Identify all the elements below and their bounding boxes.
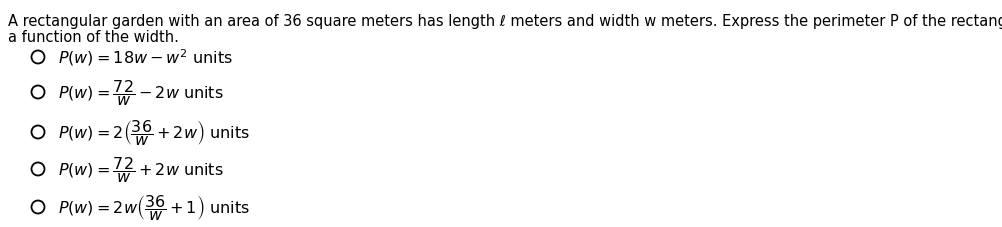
Circle shape [31, 51, 44, 64]
Text: $P(w) = 18w - w^2$ units: $P(w) = 18w - w^2$ units [58, 47, 232, 68]
Circle shape [31, 201, 44, 214]
Text: $P(w) = \dfrac{72}{w} - 2w$ units: $P(w) = \dfrac{72}{w} - 2w$ units [58, 78, 223, 108]
Text: $P(w) = 2w\left(\dfrac{36}{w} + 1\right)$ units: $P(w) = 2w\left(\dfrac{36}{w} + 1\right)… [58, 192, 249, 222]
Circle shape [31, 163, 44, 176]
Text: $P(w) = \dfrac{72}{w} + 2w$ units: $P(w) = \dfrac{72}{w} + 2w$ units [58, 154, 223, 184]
Text: A rectangular garden with an area of 36 square meters has length ℓ meters and wi: A rectangular garden with an area of 36 … [8, 14, 1002, 29]
Text: a function of the width.: a function of the width. [8, 30, 179, 45]
Circle shape [31, 86, 44, 99]
Circle shape [31, 126, 44, 139]
Text: $P(w) = 2\left(\dfrac{36}{w} + 2w\right)$ units: $P(w) = 2\left(\dfrac{36}{w} + 2w\right)… [58, 118, 249, 147]
